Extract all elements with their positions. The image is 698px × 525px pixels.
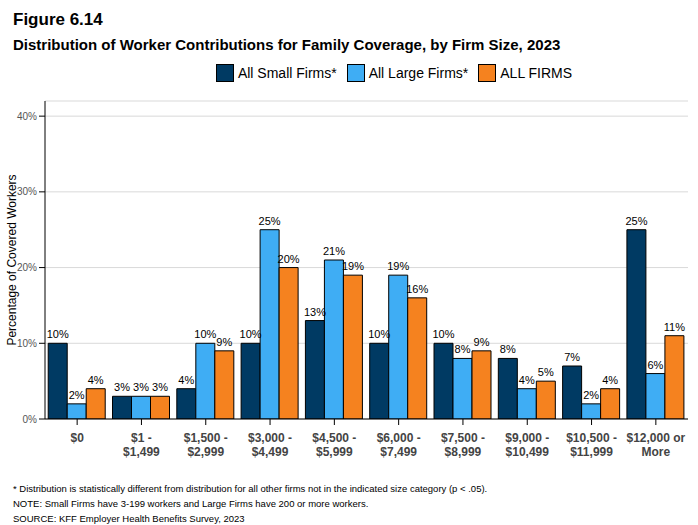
- svg-text:$0: $0: [70, 431, 84, 445]
- html-text:Percentage of Covered Workers: Percentage of Covered Workers: [5, 174, 19, 346]
- svg-text:10%: 10%: [240, 328, 262, 340]
- svg-text:13%: 13%: [304, 306, 326, 318]
- svg-text:0%: 0%: [23, 414, 38, 425]
- svg-text:25%: 25%: [625, 215, 647, 227]
- svg-text:3%: 3%: [133, 381, 149, 393]
- svg-text:4%: 4%: [602, 374, 618, 386]
- svg-text:8%: 8%: [500, 343, 516, 355]
- svg-text:10%: 10%: [194, 328, 216, 340]
- svg-text:3%: 3%: [114, 381, 130, 393]
- svg-text:10%: 10%: [432, 328, 454, 340]
- svg-text:9%: 9%: [216, 336, 232, 348]
- svg-text:20%: 20%: [17, 262, 37, 273]
- svg-text:19%: 19%: [342, 260, 364, 272]
- svg-text:20%: 20%: [278, 253, 300, 265]
- svg-text:2%: 2%: [583, 389, 599, 401]
- svg-text:6%: 6%: [647, 359, 663, 371]
- svg-text:3%: 3%: [152, 381, 168, 393]
- svg-text:$9,000 -$10,499: $9,000 -$10,499: [505, 431, 549, 459]
- svg-text:$7,500 -$8,999: $7,500 -$8,999: [441, 431, 485, 459]
- svg-text:2%: 2%: [69, 389, 85, 401]
- html-text:ALL FIRMS: ALL FIRMS: [500, 65, 573, 81]
- html-text:All Small Firms*: All Small Firms*: [237, 65, 337, 81]
- svg-text:16%: 16%: [406, 283, 428, 295]
- svg-text:10%: 10%: [47, 328, 69, 340]
- svg-text:7%: 7%: [564, 351, 580, 363]
- svg-text:$1,500 -$2,999: $1,500 -$2,999: [184, 431, 228, 459]
- svg-text:40%: 40%: [17, 111, 37, 122]
- svg-text:4%: 4%: [178, 374, 194, 386]
- svg-text:$3,000 -$4,499: $3,000 -$4,499: [248, 431, 292, 459]
- html-text:SOURCE: KFF Employer Health Be: SOURCE: KFF Employer Health Benefits Sur…: [13, 513, 245, 524]
- svg-text:9%: 9%: [474, 336, 490, 348]
- svg-text:10%: 10%: [368, 328, 390, 340]
- svg-text:30%: 30%: [17, 186, 37, 197]
- html-text:* Distribution is statisticall: * Distribution is statistically differen…: [13, 483, 488, 494]
- svg-text:4%: 4%: [88, 374, 104, 386]
- svg-text:$6,000 -$7,499: $6,000 -$7,499: [377, 431, 421, 459]
- svg-text:$12,000 orMore: $12,000 orMore: [626, 431, 685, 459]
- html-text:Figure 6.14: Figure 6.14: [13, 10, 103, 29]
- svg-text:25%: 25%: [259, 215, 281, 227]
- svg-text:10%: 10%: [17, 338, 37, 349]
- svg-text:8%: 8%: [455, 343, 471, 355]
- svg-text:$1 -$1,499: $1 -$1,499: [123, 431, 160, 459]
- svg-text:$4,500 -$5,999: $4,500 -$5,999: [312, 431, 356, 459]
- svg-text:11%: 11%: [664, 321, 685, 333]
- svg-text:4%: 4%: [519, 374, 535, 386]
- svg-text:19%: 19%: [387, 260, 409, 272]
- svg-text:21%: 21%: [323, 245, 345, 257]
- svg-text:$10,500 -$11,999: $10,500 -$11,999: [566, 431, 617, 459]
- html-text:NOTE: Small Firms have 3-199 w: NOTE: Small Firms have 3-199 workers and…: [13, 498, 369, 509]
- html-text:All Large Firms*: All Large Firms*: [368, 65, 469, 81]
- html-text:Distribution of Worker Contrib: Distribution of Worker Contributions for…: [13, 36, 561, 53]
- svg-text:5%: 5%: [538, 366, 554, 378]
